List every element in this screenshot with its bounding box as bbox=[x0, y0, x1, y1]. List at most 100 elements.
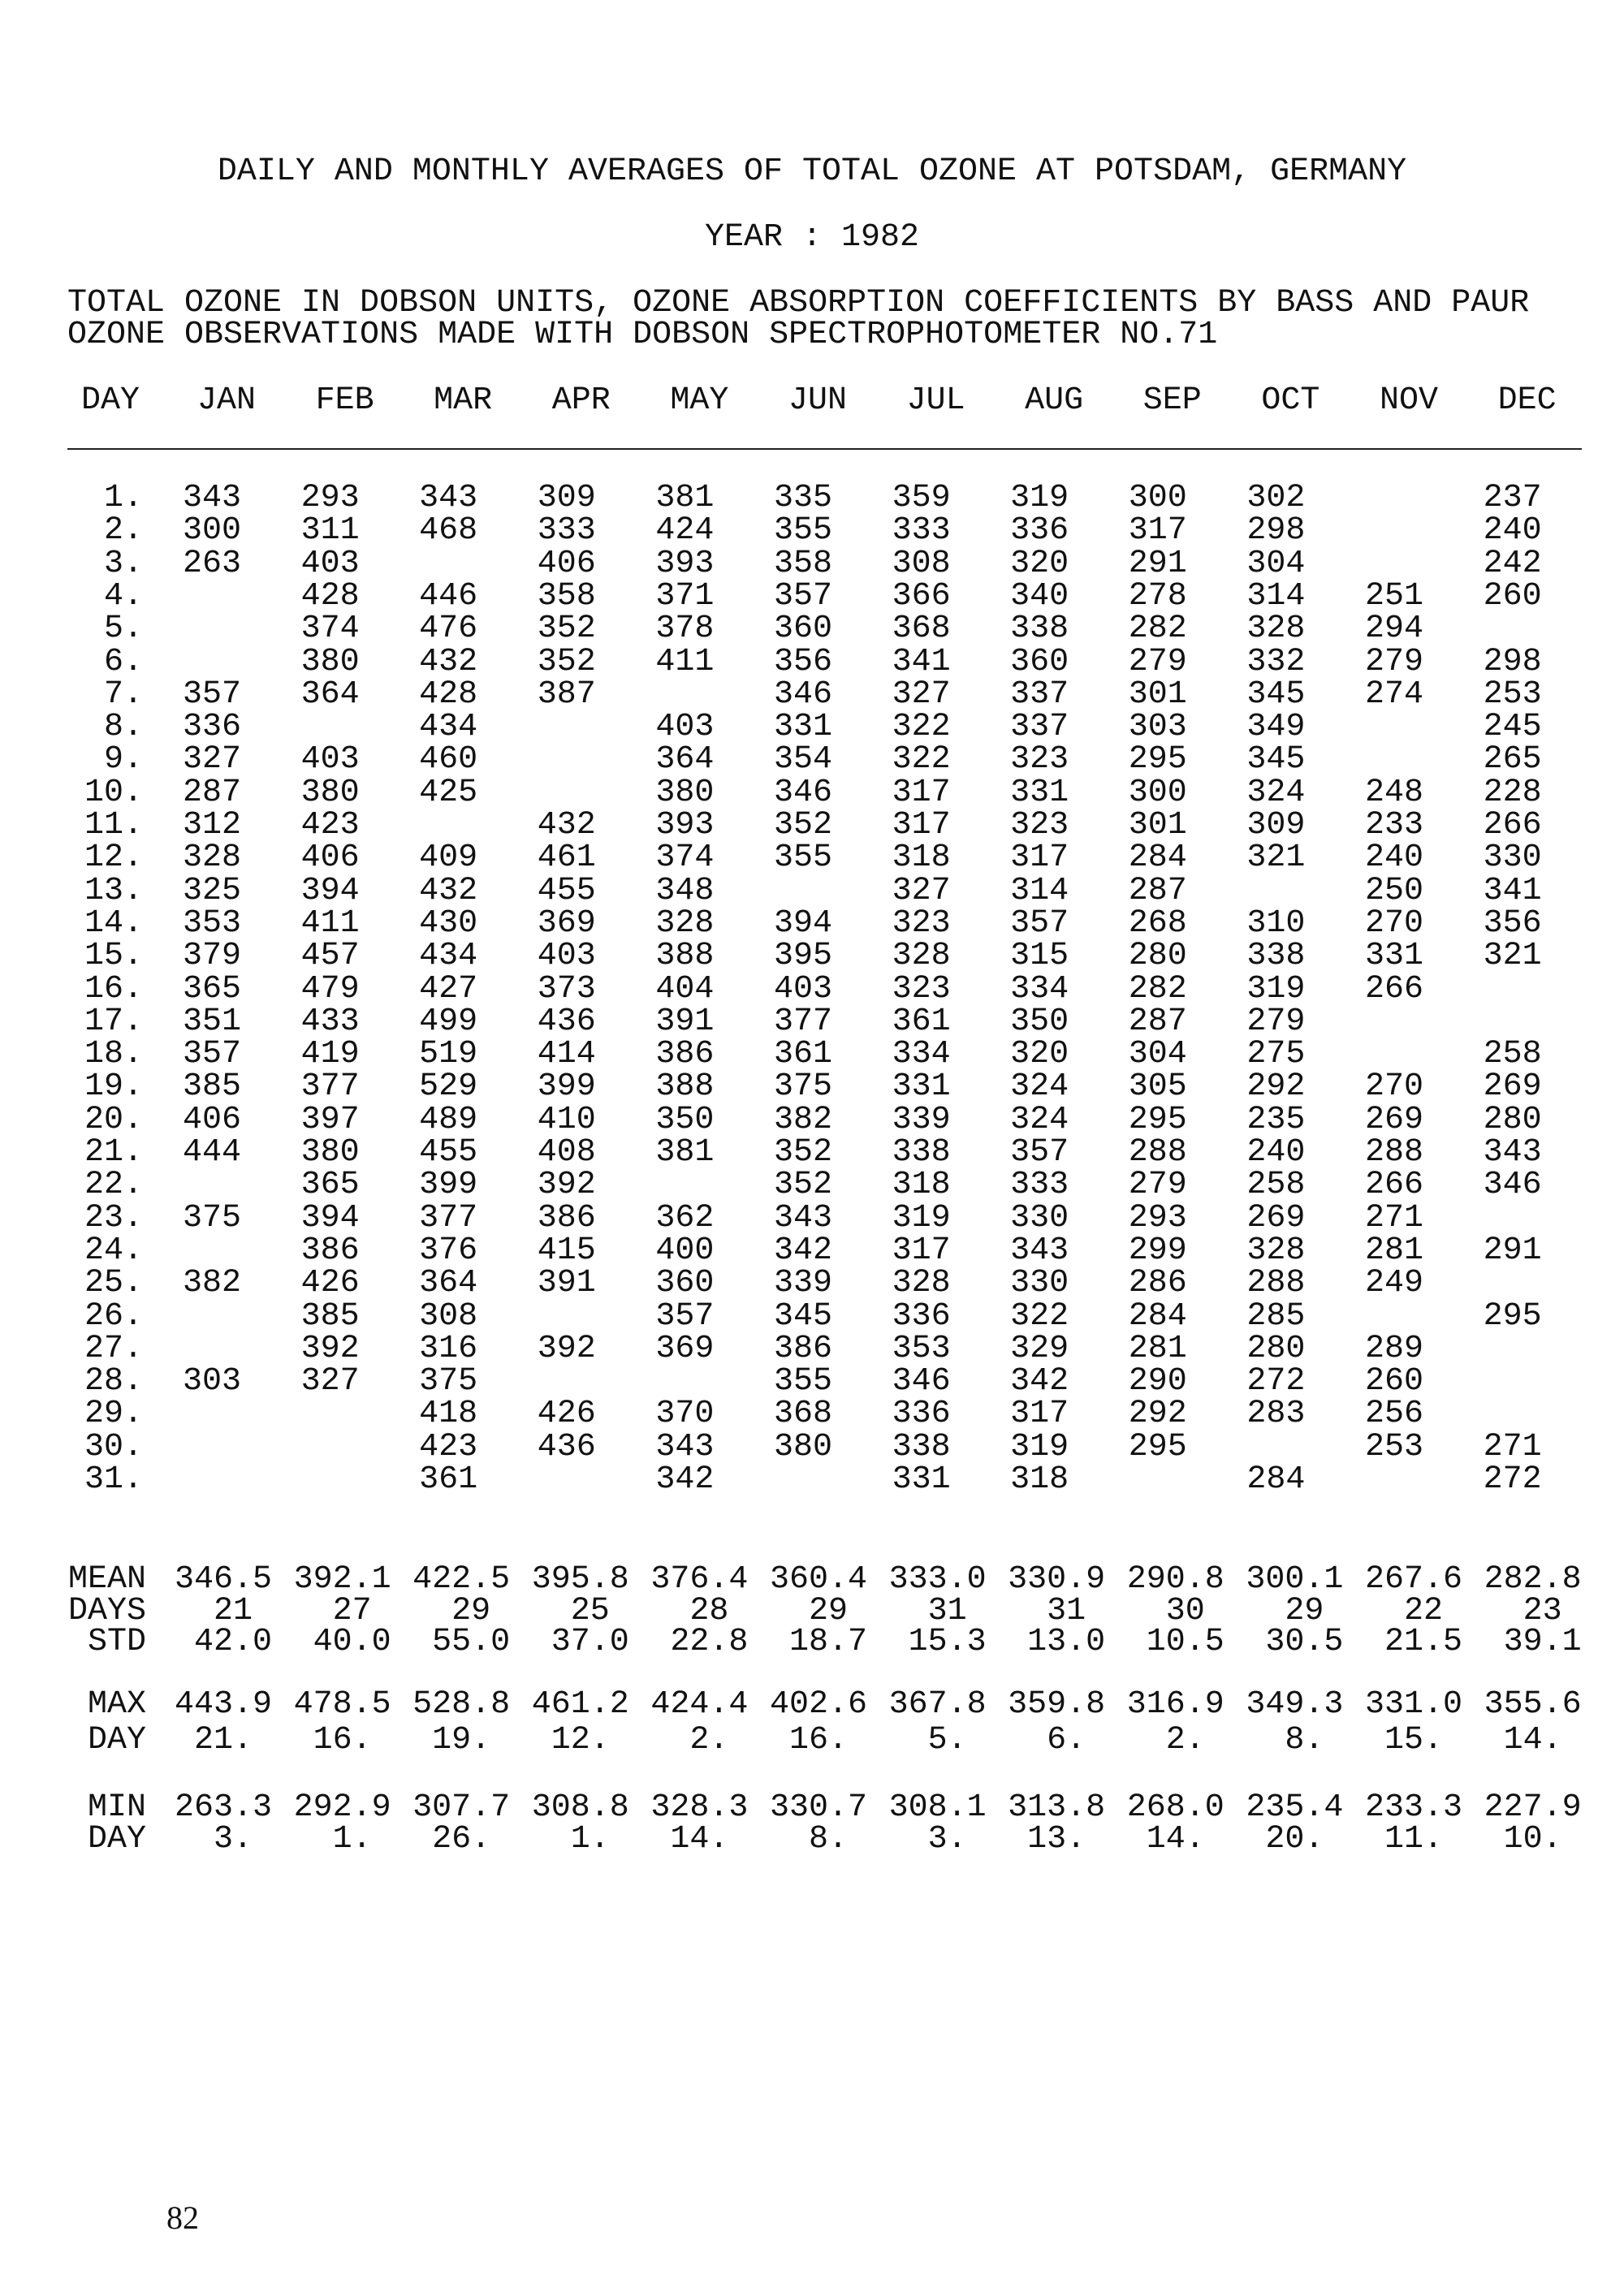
month-header-dec: DEC bbox=[1497, 382, 1557, 419]
ozone-value: 305 bbox=[1128, 1068, 1187, 1106]
ozone-value: 404 bbox=[655, 970, 715, 1008]
ozone-value: 324 bbox=[1246, 774, 1306, 811]
summary-value: 313.8 bbox=[1008, 1789, 1106, 1826]
ozone-value: 287 bbox=[182, 774, 241, 811]
ozone-value: 357 bbox=[182, 1036, 241, 1073]
summary-value: 30.5 bbox=[1265, 1624, 1344, 1660]
ozone-value: 271 bbox=[1483, 1428, 1542, 1465]
ozone-value: 249 bbox=[1364, 1265, 1423, 1302]
ozone-value: 411 bbox=[655, 643, 715, 680]
ozone-value: 427 bbox=[419, 970, 478, 1008]
ozone-value: 352 bbox=[773, 1167, 832, 1204]
ozone-value: 476 bbox=[419, 611, 478, 648]
summary-value: 15. bbox=[1384, 1722, 1443, 1759]
ozone-value: 352 bbox=[537, 643, 596, 680]
ozone-value: 408 bbox=[537, 1134, 596, 1171]
ozone-value: 292 bbox=[1128, 1396, 1187, 1433]
summary-value: 227.9 bbox=[1484, 1789, 1582, 1826]
day-label: 17. bbox=[84, 1003, 143, 1040]
summary-value: 8. bbox=[1285, 1722, 1324, 1759]
ozone-value: 334 bbox=[892, 1036, 951, 1073]
summary-value: 292.9 bbox=[293, 1789, 391, 1826]
summary-value: 268.0 bbox=[1126, 1789, 1224, 1826]
ozone-value: 294 bbox=[1364, 611, 1423, 648]
ozone-value: 394 bbox=[300, 872, 360, 909]
ozone-value: 519 bbox=[419, 1036, 478, 1073]
ozone-value: 322 bbox=[892, 709, 951, 746]
month-header-may: MAY bbox=[670, 382, 729, 419]
ozone-value: 357 bbox=[182, 675, 241, 713]
ozone-value: 260 bbox=[1364, 1363, 1423, 1400]
ozone-value: 386 bbox=[773, 1330, 832, 1367]
ozone-value: 370 bbox=[655, 1396, 715, 1433]
ozone-value: 337 bbox=[1010, 709, 1069, 746]
ozone-value: 301 bbox=[1128, 675, 1187, 713]
day-label: 9. bbox=[103, 741, 143, 779]
summary-value: 282.8 bbox=[1484, 1561, 1582, 1598]
ozone-value: 371 bbox=[655, 577, 715, 615]
day-label: 27. bbox=[84, 1330, 143, 1367]
ozone-value: 304 bbox=[1128, 1036, 1187, 1073]
summary-value: 233.3 bbox=[1364, 1789, 1462, 1826]
ozone-value: 274 bbox=[1364, 675, 1423, 713]
ozone-value: 333 bbox=[537, 512, 596, 550]
ozone-value: 357 bbox=[1010, 1134, 1069, 1171]
ozone-value: 325 bbox=[182, 872, 241, 909]
summary-value: 55.0 bbox=[432, 1624, 511, 1660]
ozone-value: 317 bbox=[1010, 1396, 1069, 1433]
ozone-value: 436 bbox=[537, 1428, 596, 1465]
ozone-value: 295 bbox=[1128, 741, 1187, 779]
ozone-value: 336 bbox=[1010, 512, 1069, 550]
ozone-value: 457 bbox=[300, 938, 360, 975]
ozone-value: 353 bbox=[892, 1330, 951, 1367]
ozone-value: 433 bbox=[300, 1003, 360, 1040]
summary-value: 31 bbox=[1047, 1593, 1086, 1629]
summary-value: 29 bbox=[451, 1593, 491, 1629]
summary-value: 28 bbox=[689, 1593, 729, 1629]
summary-value: 367.8 bbox=[888, 1686, 987, 1723]
ozone-value: 369 bbox=[655, 1330, 715, 1367]
ozone-value: 331 bbox=[892, 1068, 951, 1106]
ozone-value: 432 bbox=[419, 872, 478, 909]
ozone-value: 366 bbox=[892, 577, 951, 615]
summary-value: 12. bbox=[551, 1722, 610, 1759]
summary-value: 14. bbox=[1146, 1821, 1205, 1858]
summary-value: 26. bbox=[432, 1821, 491, 1858]
summary-value: 5. bbox=[927, 1722, 967, 1759]
ozone-value: 380 bbox=[300, 774, 360, 811]
ozone-value: 388 bbox=[655, 938, 715, 975]
ozone-value: 368 bbox=[892, 611, 951, 648]
ozone-value: 318 bbox=[1010, 1461, 1069, 1498]
summary-value: 424.4 bbox=[650, 1686, 749, 1723]
ozone-value: 377 bbox=[419, 1199, 478, 1236]
day-label: 2. bbox=[103, 512, 143, 550]
ozone-value: 324 bbox=[1010, 1101, 1069, 1138]
ozone-value: 358 bbox=[537, 577, 596, 615]
ozone-value: 291 bbox=[1483, 1232, 1542, 1269]
ozone-value: 258 bbox=[1483, 1036, 1542, 1073]
ozone-value: 423 bbox=[300, 807, 360, 844]
summary-value: 346.5 bbox=[174, 1561, 272, 1598]
ozone-value: 342 bbox=[1010, 1363, 1069, 1400]
day-label: 16. bbox=[84, 970, 143, 1008]
ozone-value: 360 bbox=[1010, 643, 1069, 680]
description-line-2: OZONE OBSERVATIONS MADE WITH DOBSON SPEC… bbox=[67, 317, 1218, 353]
ozone-value: 288 bbox=[1364, 1134, 1423, 1171]
ozone-value: 380 bbox=[300, 643, 360, 680]
ozone-value: 419 bbox=[300, 1036, 360, 1073]
ozone-value: 323 bbox=[1010, 807, 1069, 844]
year-line: YEAR : 1982 bbox=[704, 219, 920, 256]
ozone-value: 310 bbox=[1246, 904, 1306, 942]
summary-value: 21. bbox=[193, 1722, 253, 1759]
summary-value: 10.5 bbox=[1146, 1624, 1224, 1660]
ozone-value: 308 bbox=[419, 1297, 478, 1335]
ozone-value: 364 bbox=[419, 1265, 478, 1302]
ozone-value: 248 bbox=[1364, 774, 1423, 811]
ozone-value: 342 bbox=[655, 1461, 715, 1498]
ozone-value: 272 bbox=[1246, 1363, 1306, 1400]
ozone-value: 399 bbox=[419, 1167, 478, 1204]
ozone-value: 406 bbox=[300, 839, 360, 877]
ozone-value: 328 bbox=[1246, 611, 1306, 648]
ozone-value: 336 bbox=[892, 1396, 951, 1433]
ozone-value: 391 bbox=[537, 1265, 596, 1302]
